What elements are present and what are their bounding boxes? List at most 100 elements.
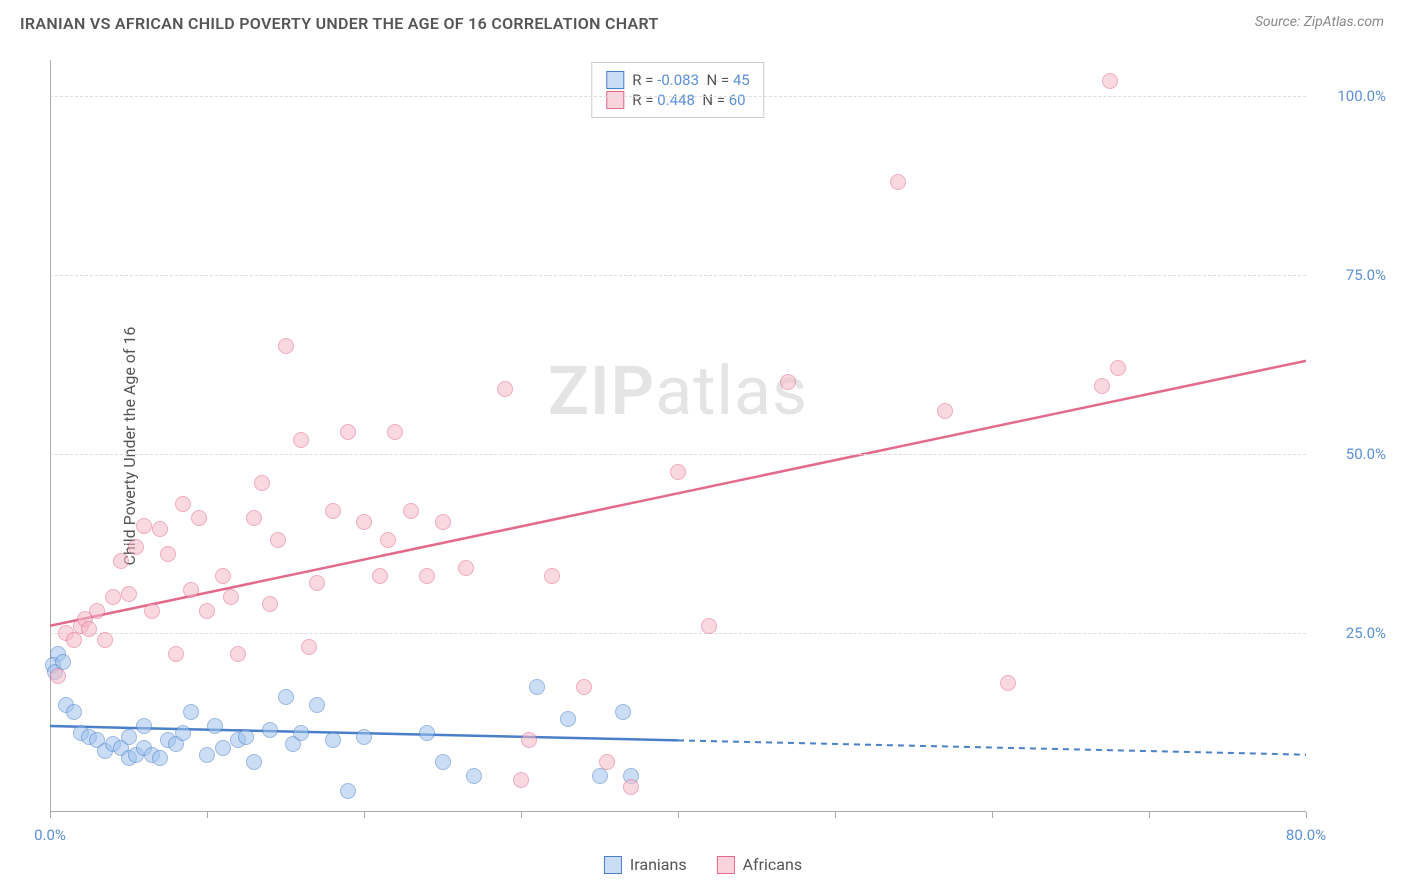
data-point [309, 697, 325, 713]
data-point [50, 668, 66, 684]
data-point [246, 754, 262, 770]
data-point [278, 689, 294, 705]
data-point [215, 740, 231, 756]
data-point [1094, 378, 1110, 394]
data-point [175, 496, 191, 512]
data-point [223, 589, 239, 605]
plot-area: ZIPatlas R = -0.083 N = 45 R = 0.448 N =… [50, 60, 1306, 812]
data-point [497, 381, 513, 397]
data-point [387, 424, 403, 440]
data-point [175, 725, 191, 741]
data-point [435, 754, 451, 770]
data-point [207, 718, 223, 734]
legend-swatch [717, 856, 735, 874]
data-point [66, 704, 82, 720]
data-point [560, 711, 576, 727]
data-point [372, 568, 388, 584]
source-attribution: Source: ZipAtlas.com [1255, 14, 1384, 30]
x-tick [521, 812, 522, 818]
data-point [576, 679, 592, 695]
grid-line [50, 633, 1306, 634]
data-point [238, 729, 254, 745]
data-point [160, 546, 176, 562]
data-point [191, 510, 207, 526]
correlation-chart: IRANIAN VS AFRICAN CHILD POVERTY UNDER T… [0, 0, 1406, 892]
data-point [1110, 360, 1126, 376]
data-point [780, 374, 796, 390]
data-point [419, 568, 435, 584]
data-point [230, 646, 246, 662]
data-point [521, 732, 537, 748]
data-point [105, 589, 121, 605]
data-point [340, 424, 356, 440]
grid-line [50, 454, 1306, 455]
series-legend: Iranians Africans [604, 855, 802, 874]
data-point [458, 560, 474, 576]
y-tick-label: 25.0% [1316, 624, 1386, 642]
x-tick [50, 812, 51, 818]
data-point [278, 338, 294, 354]
data-point [1102, 73, 1118, 89]
data-point [262, 596, 278, 612]
data-point [380, 532, 396, 548]
data-point [309, 575, 325, 591]
data-point [121, 729, 137, 745]
y-tick-label: 75.0% [1316, 266, 1386, 284]
data-point [890, 174, 906, 190]
data-point [262, 722, 278, 738]
x-tick [678, 812, 679, 818]
data-point [128, 539, 144, 555]
y-axis-line [50, 60, 51, 812]
data-point [356, 514, 372, 530]
legend-stats: R = 0.448 N = 60 [632, 91, 745, 109]
x-tick [207, 812, 208, 818]
data-point [615, 704, 631, 720]
data-point [356, 729, 372, 745]
x-tick [992, 812, 993, 818]
legend-stats: R = -0.083 N = 45 [632, 71, 749, 89]
legend-item: Iranians [604, 855, 687, 874]
data-point [183, 582, 199, 598]
legend-row: R = 0.448 N = 60 [606, 91, 749, 109]
data-point [513, 772, 529, 788]
legend-label: Africans [743, 855, 802, 874]
data-point [81, 621, 97, 637]
data-point [199, 603, 215, 619]
data-point [466, 768, 482, 784]
data-point [270, 532, 286, 548]
data-point [670, 464, 686, 480]
data-point [66, 632, 82, 648]
legend-row: R = -0.083 N = 45 [606, 71, 749, 89]
data-point [544, 568, 560, 584]
chart-title: IRANIAN VS AFRICAN CHILD POVERTY UNDER T… [20, 14, 659, 33]
data-point [144, 603, 160, 619]
data-point [246, 510, 262, 526]
x-tick-label: 80.0% [1286, 826, 1326, 844]
data-point [599, 754, 615, 770]
data-point [136, 518, 152, 534]
data-point [183, 704, 199, 720]
x-tick [1306, 812, 1307, 818]
data-point [301, 639, 317, 655]
data-point [1000, 675, 1016, 691]
legend-swatch [604, 856, 622, 874]
data-point [97, 632, 113, 648]
data-point [152, 521, 168, 537]
data-point [403, 503, 419, 519]
data-point [435, 514, 451, 530]
data-point [293, 725, 309, 741]
data-point [419, 725, 435, 741]
legend-swatch [606, 71, 624, 89]
data-point [168, 646, 184, 662]
x-tick [1149, 812, 1150, 818]
data-point [325, 503, 341, 519]
grid-line [50, 275, 1306, 276]
legend-item: Africans [717, 855, 802, 874]
x-tick [835, 812, 836, 818]
y-tick-label: 100.0% [1316, 87, 1386, 105]
data-point [592, 768, 608, 784]
data-point [937, 403, 953, 419]
data-point [325, 732, 341, 748]
data-point [121, 586, 137, 602]
x-tick [364, 812, 365, 818]
